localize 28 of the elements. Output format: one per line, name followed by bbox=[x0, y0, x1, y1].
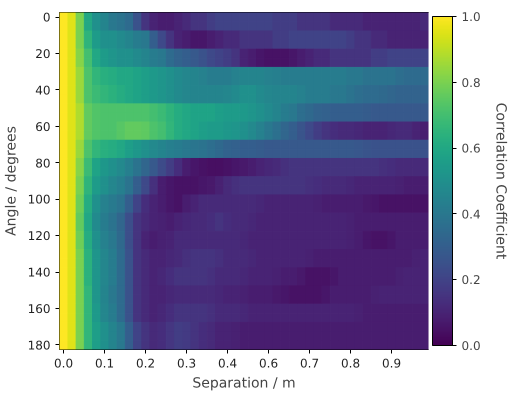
color-bar-title: Correlation Coefficient bbox=[492, 102, 508, 260]
y-axis-title: Angle / degrees bbox=[4, 126, 20, 236]
color-bar-label: 0.6 bbox=[462, 142, 481, 156]
color-bar-label: 1.0 bbox=[462, 10, 481, 24]
color-bar-label: 0.8 bbox=[462, 76, 481, 90]
y-tick-label: 140 bbox=[28, 266, 50, 280]
x-tick-label: 0.0 bbox=[54, 356, 74, 370]
x-axis-title: Separation / m bbox=[192, 376, 296, 392]
color-bar-label: 0.0 bbox=[462, 339, 481, 353]
x-tick-label: 0.3 bbox=[177, 356, 196, 370]
y-tick-label: 120 bbox=[28, 229, 50, 244]
y-tick-label: 40 bbox=[35, 83, 51, 98]
x-tick-label: 0.1 bbox=[95, 356, 114, 370]
y-tick-label: 180 bbox=[28, 338, 50, 352]
color-bar-label: 0.4 bbox=[462, 207, 481, 222]
y-tick-label: 100 bbox=[28, 192, 50, 207]
y-tick-label: 80 bbox=[35, 156, 51, 170]
y-tick-label: 20 bbox=[35, 46, 51, 61]
x-tick-label: 0.9 bbox=[382, 356, 402, 370]
y-tick-label: 160 bbox=[28, 302, 50, 316]
x-tick-label: 0.4 bbox=[218, 356, 238, 370]
x-tick-label: 0.6 bbox=[259, 356, 278, 370]
x-tick-label: 0.7 bbox=[300, 356, 320, 370]
x-tick-label: 0.2 bbox=[136, 356, 156, 370]
color-bar-label: 0.2 bbox=[462, 273, 481, 288]
x-tick-label: 0.8 bbox=[341, 356, 360, 370]
y-tick-label: 0 bbox=[42, 10, 51, 25]
y-tick-label: 60 bbox=[35, 120, 51, 134]
